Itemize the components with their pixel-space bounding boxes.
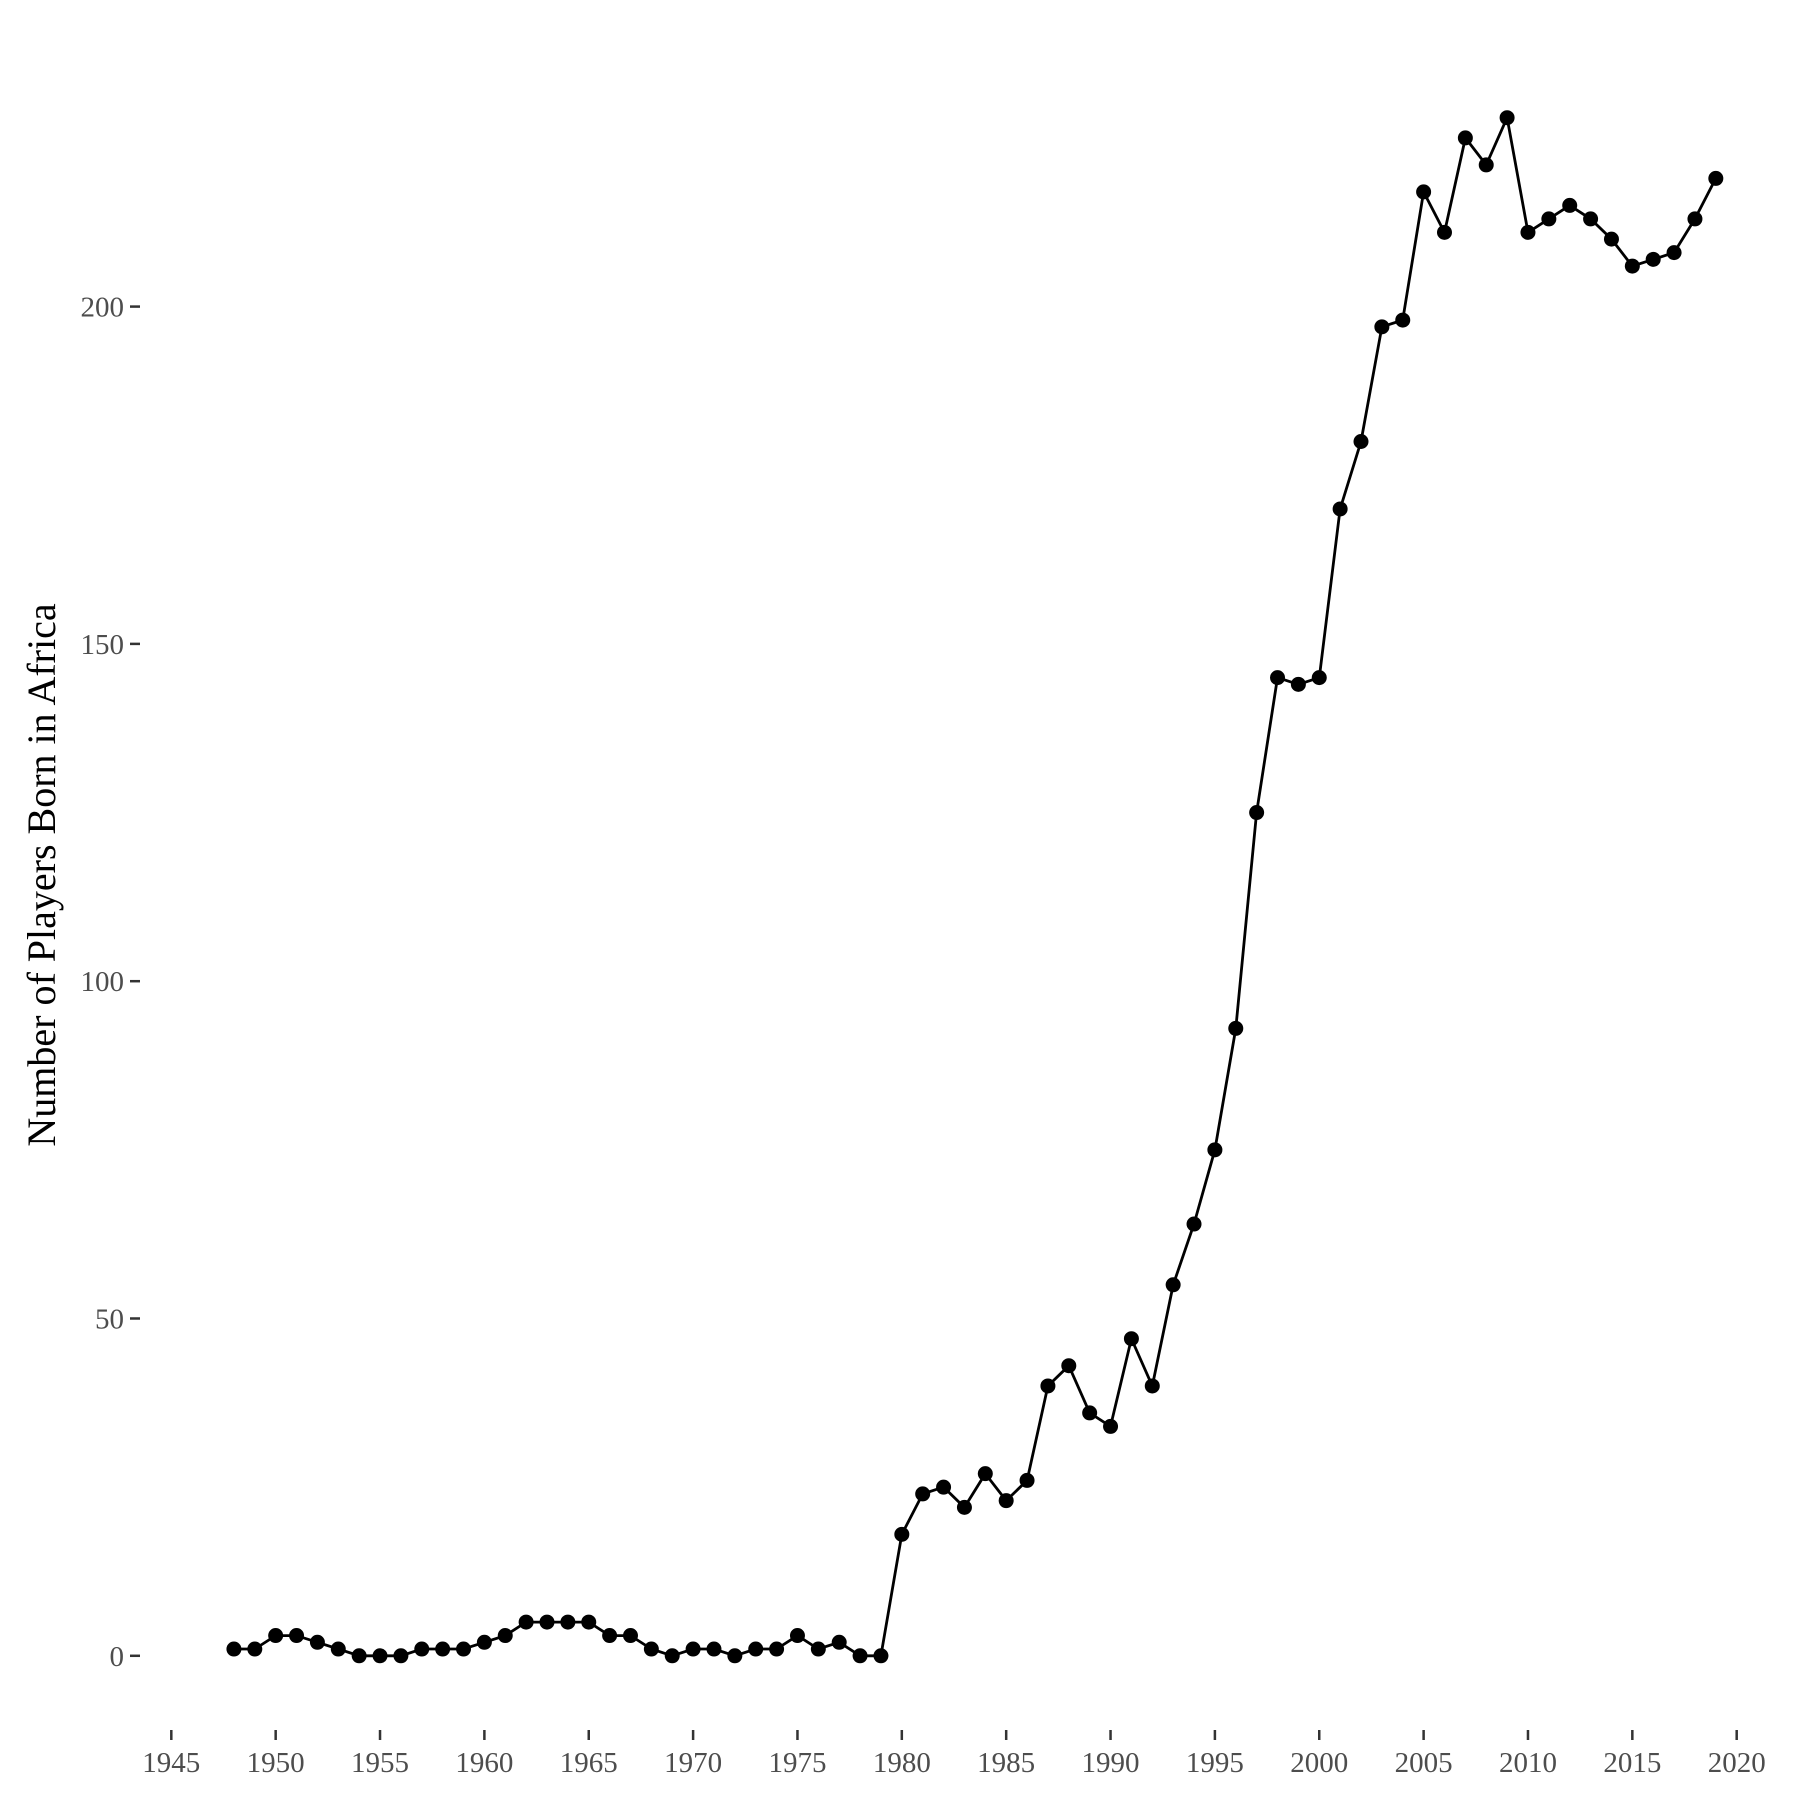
data-point <box>852 1648 868 1664</box>
data-point <box>1520 224 1536 240</box>
data-point <box>456 1641 472 1657</box>
data-point <box>1666 245 1682 261</box>
data-point <box>1228 1020 1244 1036</box>
data-point <box>1562 197 1578 213</box>
data-point <box>727 1648 743 1664</box>
data-point <box>1687 211 1703 227</box>
y-axis-title: Number of Players Born in Africa <box>19 603 64 1146</box>
data-point <box>1583 211 1599 227</box>
x-tick-label: 1970 <box>664 1747 722 1779</box>
x-tick-label: 1985 <box>977 1747 1035 1779</box>
data-point <box>1332 501 1348 517</box>
data-point <box>977 1466 993 1482</box>
data-point <box>873 1648 889 1664</box>
data-point <box>330 1641 346 1657</box>
data-point <box>915 1486 931 1502</box>
data-point <box>518 1614 534 1630</box>
data-point <box>497 1628 513 1644</box>
data-point <box>1395 312 1411 328</box>
data-point <box>1290 676 1306 692</box>
data-point <box>1436 224 1452 240</box>
data-point <box>1645 251 1661 267</box>
data-point <box>268 1628 284 1644</box>
data-point <box>664 1648 680 1664</box>
data-point <box>706 1641 722 1657</box>
x-tick-label: 1990 <box>1082 1747 1140 1779</box>
data-point <box>685 1641 701 1657</box>
data-point <box>351 1648 367 1664</box>
data-point <box>1603 231 1619 247</box>
data-point <box>1019 1472 1035 1488</box>
data-point <box>643 1641 659 1657</box>
data-point <box>602 1628 618 1644</box>
x-tick-label: 2020 <box>1708 1747 1766 1779</box>
y-tick-label: 200 <box>81 292 125 324</box>
x-tick-label: 1955 <box>351 1747 409 1779</box>
y-tick-label: 0 <box>110 1641 125 1673</box>
data-point <box>1478 157 1494 173</box>
data-point <box>1165 1277 1181 1293</box>
data-point <box>1061 1358 1077 1374</box>
data-point <box>1207 1142 1223 1158</box>
data-point <box>956 1499 972 1515</box>
x-tick-label: 1950 <box>247 1747 305 1779</box>
data-point <box>1624 258 1640 274</box>
data-point <box>1541 211 1557 227</box>
data-point <box>414 1641 430 1657</box>
data-point <box>936 1479 952 1495</box>
data-point <box>769 1641 785 1657</box>
x-tick-label: 2015 <box>1603 1747 1661 1779</box>
data-point <box>748 1641 764 1657</box>
data-point <box>372 1648 388 1664</box>
y-tick-label: 100 <box>81 966 125 998</box>
x-tick-label: 2005 <box>1395 1747 1453 1779</box>
y-axis: 0 50 100 150 200 <box>81 292 140 1673</box>
data-point <box>393 1648 409 1664</box>
x-tick-label: 1965 <box>560 1747 618 1779</box>
data-point <box>560 1614 576 1630</box>
data-point <box>831 1634 847 1650</box>
y-tick-label: 150 <box>81 629 125 661</box>
y-tick-label: 50 <box>95 1303 124 1335</box>
data-point <box>1499 110 1515 126</box>
x-tick-label: 1980 <box>873 1747 931 1779</box>
data-point <box>1270 670 1286 686</box>
data-point <box>1040 1378 1056 1394</box>
x-tick-label: 1960 <box>455 1747 513 1779</box>
data-point <box>247 1641 263 1657</box>
data-point <box>1082 1405 1098 1421</box>
data-point <box>1144 1378 1160 1394</box>
data-point <box>476 1634 492 1650</box>
x-tick-label: 2010 <box>1499 1747 1557 1779</box>
data-point <box>998 1493 1014 1509</box>
data-point <box>1249 805 1265 821</box>
data-point <box>539 1614 555 1630</box>
data-point <box>226 1641 242 1657</box>
x-tick-label: 1975 <box>768 1747 826 1779</box>
data-point <box>1123 1331 1139 1347</box>
data-point <box>309 1634 325 1650</box>
data-point <box>894 1526 910 1542</box>
data-point <box>810 1641 826 1657</box>
x-tick-label: 1995 <box>1186 1747 1244 1779</box>
data-point <box>1374 319 1390 335</box>
data-point <box>1708 170 1724 186</box>
series-line <box>233 112 1718 1658</box>
x-tick-label: 2000 <box>1290 1747 1348 1779</box>
data-point <box>1186 1216 1202 1232</box>
x-tick-label: 1945 <box>142 1747 200 1779</box>
x-axis: 1945 1950 1955 1960 1965 1970 1975 1980 1985 1990… <box>142 1730 1766 1779</box>
data-point <box>1103 1418 1119 1434</box>
data-point <box>789 1628 805 1644</box>
data-point <box>289 1628 305 1644</box>
data-point <box>1416 184 1432 200</box>
data-point <box>435 1641 451 1657</box>
data-point <box>622 1628 638 1644</box>
data-point <box>1457 130 1473 146</box>
series-players-born-in-africa <box>226 110 1724 1664</box>
data-point <box>1353 434 1369 450</box>
data-point <box>581 1614 597 1630</box>
data-point <box>1311 670 1327 686</box>
